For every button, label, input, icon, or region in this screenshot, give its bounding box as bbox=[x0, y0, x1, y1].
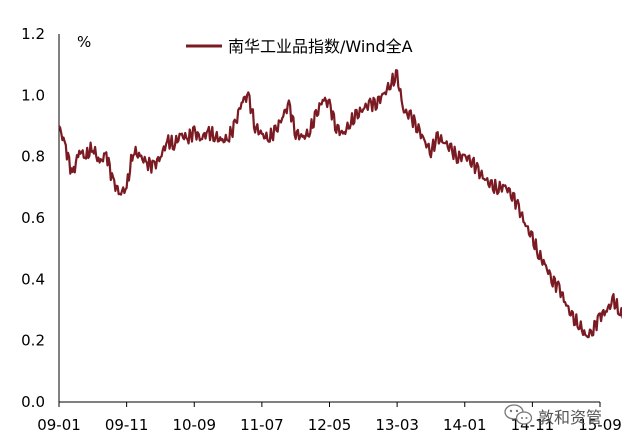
x-tick-label: 10-09 bbox=[172, 416, 216, 434]
y-tick-label: 0.6 bbox=[21, 209, 45, 227]
legend-label: 南华工业品指数/Wind全A bbox=[228, 37, 413, 56]
x-ticks: 09-01 09-11 10-09 11-07 12-05 13-03 14-01 14-11… bbox=[37, 402, 622, 434]
y-tick-label: 0.8 bbox=[21, 148, 45, 166]
legend: 南华工业品指数/Wind全A bbox=[186, 37, 413, 56]
x-tick-label: 14-01 bbox=[443, 416, 487, 434]
wechat-icon bbox=[504, 404, 533, 425]
y-tick-label: 0.4 bbox=[21, 270, 45, 288]
watermark: 敦和资管 bbox=[504, 404, 602, 427]
series-line bbox=[58, 69, 622, 339]
y-tick-label: 0.0 bbox=[21, 393, 45, 411]
y-tick-label: 0.2 bbox=[21, 332, 45, 350]
y-ticks: 0.0 0.2 0.4 0.6 0.8 1.0 1.2 bbox=[21, 25, 45, 411]
watermark-text: 敦和资管 bbox=[538, 408, 602, 427]
axes bbox=[58, 34, 600, 403]
unit-label: % bbox=[77, 33, 91, 51]
x-tick-label: 09-01 bbox=[37, 416, 81, 434]
x-tick-label: 15-09 bbox=[578, 416, 622, 434]
series-layer bbox=[58, 69, 622, 339]
x-tick-label: 11-07 bbox=[240, 416, 284, 434]
y-tick-label: 1.0 bbox=[21, 86, 45, 104]
y-tick-label: 1.2 bbox=[21, 25, 45, 43]
x-tick-label: 09-11 bbox=[105, 416, 149, 434]
x-tick-label: 12-05 bbox=[308, 416, 352, 434]
x-tick-label: 13-03 bbox=[375, 416, 419, 434]
